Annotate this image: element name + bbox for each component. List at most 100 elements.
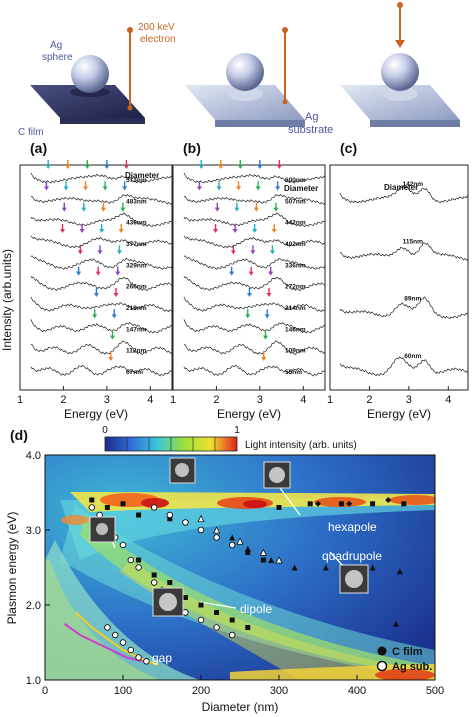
map-frame xyxy=(44,454,436,681)
panel-label-d: (d) xyxy=(10,427,28,443)
spectra-ticks: 1 2 3 4 1 2 3 4 1 2 3 4 xyxy=(17,386,451,406)
heatmap xyxy=(45,455,435,680)
diameter-label: 112nm xyxy=(126,348,146,355)
map-x-tick-label: 0 xyxy=(42,685,48,697)
peak-arrow-head xyxy=(237,165,243,169)
peak-arrow-head xyxy=(232,229,238,233)
substrate-label-2: substrate xyxy=(288,124,333,136)
map-overlay xyxy=(63,487,407,666)
spectrum-curve xyxy=(183,296,326,313)
x-tick-label: 4 xyxy=(300,394,306,406)
peak-arrow-head xyxy=(248,271,254,276)
illustration-c-film xyxy=(30,27,145,124)
peak-arrow-head xyxy=(263,335,269,340)
ag-sub-point xyxy=(213,534,220,541)
spectrum-curve xyxy=(30,296,173,313)
panel-c-frame xyxy=(329,164,469,391)
x-tick-label: 2 xyxy=(366,394,372,406)
ag-sub-point xyxy=(182,519,189,526)
spectra-xlabel-b: Energy (eV) xyxy=(217,407,281,421)
legend-marker-ag-sub xyxy=(376,660,388,672)
peak-arrow-head xyxy=(79,229,85,233)
peak-arrow-head xyxy=(250,250,256,255)
map-x-tick-label: 500 xyxy=(426,685,444,697)
diameter-label: 109nm xyxy=(285,348,306,355)
ag-sub-point xyxy=(143,658,150,665)
ag-sub-point xyxy=(213,624,220,631)
spectrum-curve xyxy=(339,242,469,261)
peak-arrow-head xyxy=(76,271,82,276)
legend-title-c: Diameter xyxy=(384,183,418,192)
ag-sub-point xyxy=(119,541,127,549)
c-film-point xyxy=(276,505,282,510)
ag-sub-point xyxy=(127,646,135,654)
panel-label-a: (a) xyxy=(30,140,47,156)
diameter-label: 442nm xyxy=(285,220,306,227)
x-tick-label: 1 xyxy=(327,394,333,406)
peak-arrow-head xyxy=(271,229,277,233)
legend-marker-c-film xyxy=(377,646,387,656)
substrate-label-1: Ag xyxy=(305,111,318,123)
colorbar-max: 1 xyxy=(234,425,240,436)
peak-arrow-head xyxy=(198,165,204,169)
x-tick-label: 1 xyxy=(170,394,176,406)
c-film-point xyxy=(229,617,235,623)
c-film-point xyxy=(89,497,95,503)
peak-arrow-head xyxy=(104,165,110,169)
diameter-label: 218nm xyxy=(126,305,147,312)
peak-arrow-head xyxy=(261,357,267,361)
x-tick-label: 3 xyxy=(104,394,110,406)
peak-arrow-head xyxy=(45,165,51,169)
spectrum-curve xyxy=(30,275,173,291)
ag-sub-point xyxy=(150,504,158,511)
peak-arrow-head xyxy=(123,165,129,169)
peak-arrow-head xyxy=(95,271,101,276)
spectra-curves xyxy=(30,160,469,377)
map-x-tick-label: 100 xyxy=(114,685,132,697)
c-film-point xyxy=(307,501,313,507)
colorbar-ticks xyxy=(126,437,216,451)
diameter-label: 214nm xyxy=(285,305,306,312)
diameter-label: 55nm xyxy=(285,369,302,376)
map-x-tick-label: 200 xyxy=(192,685,210,697)
gap-curve-yellow xyxy=(75,611,159,666)
peak-arrow-head xyxy=(234,207,240,212)
diameter-label: 436nm xyxy=(126,220,147,227)
legend-c-film: C film xyxy=(392,646,423,658)
mode-label-gap: gap xyxy=(152,651,172,665)
triangle-open-point xyxy=(212,526,221,534)
c-film-point xyxy=(120,501,126,507)
peak-arrow-head xyxy=(255,186,261,191)
electron-label-1: 200 keV xyxy=(138,22,175,33)
peak-arrow-head xyxy=(230,250,236,255)
ag-sub-point xyxy=(228,631,236,639)
peak-arrow-head xyxy=(252,229,258,233)
peak-arrow-head xyxy=(266,293,272,297)
map-y-tick-label: 3.0 xyxy=(26,525,41,537)
diameter-labels: 573nm 483nm 436nm 377nm 329nm 266nm 218nm 147nm… xyxy=(126,177,423,376)
c-film-point xyxy=(260,557,266,563)
peak-arrow-head xyxy=(83,186,89,191)
diameter-label: 600nm xyxy=(285,177,306,184)
spectrum-curve xyxy=(30,364,172,377)
peak-arrow-head xyxy=(60,229,66,233)
c-film-point xyxy=(167,580,173,585)
map-y-tick-label: 4.0 xyxy=(26,450,41,462)
peak-arrow-head xyxy=(84,165,90,169)
peak-arrow-head xyxy=(214,207,220,212)
peak-arrow-head xyxy=(229,271,235,276)
x-tick-label: 2 xyxy=(60,394,66,406)
diameter-label: 507nm xyxy=(285,198,306,205)
triangle-point xyxy=(322,564,329,571)
peak-arrow-head xyxy=(115,271,121,276)
peak-arrow-head xyxy=(63,186,69,191)
c-film-point xyxy=(198,602,204,608)
peak-arrow-head xyxy=(108,357,114,361)
peak-arrow-head xyxy=(246,293,252,297)
ag-sub-point xyxy=(127,556,135,564)
diameter-label: 377nm xyxy=(126,241,147,248)
x-tick-label: 2 xyxy=(213,394,219,406)
sphere-label-2: sphere xyxy=(42,52,73,63)
diameter-label: 272nm xyxy=(285,284,306,291)
